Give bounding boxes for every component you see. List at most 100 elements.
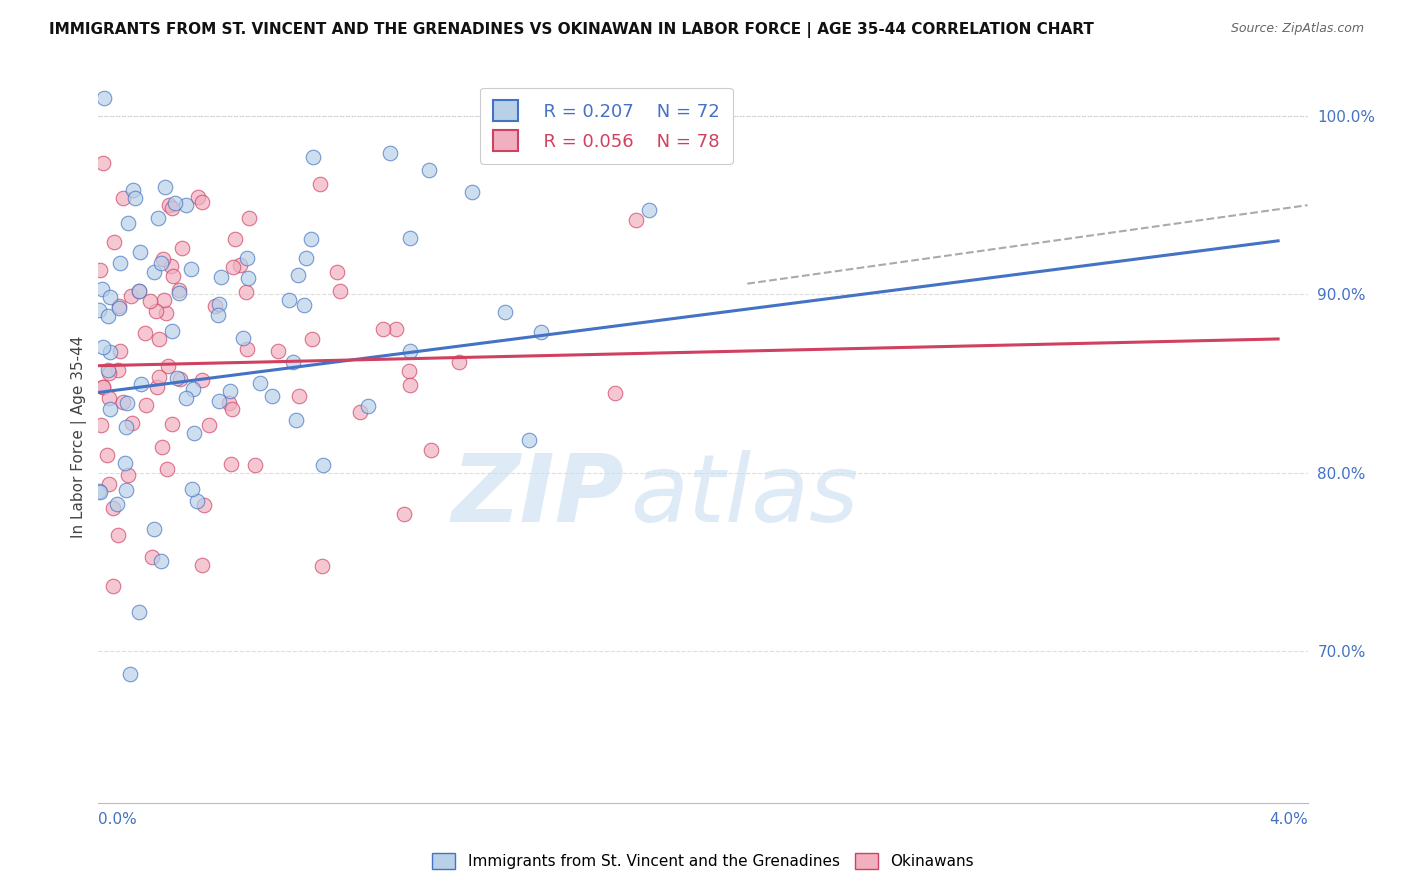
Point (190, 558, 212, 573)
Legend: Immigrants from St. Vincent and the Grenadines, Okinawans: Immigrants from St. Vincent and the Gren… (426, 847, 980, 875)
Point (292, 297, 315, 311)
Point (115, 420, 138, 434)
Point (155, 306, 177, 320)
Point (172, 241, 194, 255)
Point (143, 265, 166, 279)
Point (174, 391, 197, 405)
Point (285, 413, 308, 427)
Point (150, 440, 173, 454)
Point (530, 325, 553, 339)
Point (277, 293, 299, 308)
Point (399, 343, 422, 358)
Point (329, 284, 352, 298)
Point (167, 285, 190, 300)
Point (149, 256, 172, 270)
Point (187, 190, 209, 204)
Point (97, 362, 120, 376)
Point (101, 501, 124, 516)
Point (105, 497, 128, 511)
Text: atlas: atlas (630, 450, 859, 541)
Text: ZIP: ZIP (451, 450, 624, 541)
Point (112, 395, 135, 409)
Point (299, 232, 322, 246)
Point (208, 394, 231, 409)
Point (120, 289, 142, 303)
Text: IMMIGRANTS FROM ST. VINCENT AND THE GRENADINES VS OKINAWAN IN LABOR FORCE | AGE : IMMIGRANTS FROM ST. VINCENT AND THE GREN… (49, 22, 1094, 38)
Point (166, 371, 188, 385)
Point (93, 155, 115, 169)
Point (301, 150, 323, 164)
Point (98, 391, 121, 405)
Point (121, 416, 143, 430)
Point (517, 434, 540, 448)
Point (107, 528, 129, 542)
Point (146, 211, 169, 225)
Point (107, 363, 129, 377)
Point (181, 482, 204, 496)
Point (204, 300, 226, 314)
Point (117, 468, 139, 483)
Point (603, 386, 626, 401)
Point (495, 305, 517, 319)
Point (181, 382, 204, 396)
Point (238, 211, 260, 225)
Point (167, 283, 190, 297)
Point (128, 284, 150, 298)
Point (91, 282, 114, 296)
Point (114, 483, 136, 498)
Point (139, 294, 162, 309)
Point (162, 268, 184, 283)
Point (97, 477, 120, 491)
Point (108, 256, 131, 270)
Point (183, 426, 205, 441)
Point (107, 299, 129, 313)
Text: 4.0%: 4.0% (1268, 812, 1308, 827)
Point (224, 232, 246, 246)
Point (91, 380, 114, 394)
Point (249, 376, 271, 391)
Point (295, 252, 318, 266)
Point (128, 284, 150, 298)
Point (90, 418, 112, 433)
Point (198, 417, 221, 432)
Point (398, 378, 420, 392)
Point (281, 355, 304, 369)
Point (287, 268, 309, 282)
Point (398, 364, 420, 378)
Point (162, 201, 184, 215)
Point (392, 507, 415, 521)
Point (89, 263, 111, 277)
Text: 0.0%: 0.0% (98, 812, 138, 827)
Point (143, 522, 166, 536)
Point (129, 245, 152, 260)
Point (157, 198, 180, 212)
Point (232, 331, 254, 345)
Point (236, 271, 259, 285)
Point (115, 396, 138, 410)
Point (124, 191, 146, 205)
Point (103, 235, 125, 250)
Point (89, 485, 111, 500)
Point (384, 321, 406, 335)
Point (174, 198, 197, 212)
Point (190, 373, 212, 387)
Point (209, 270, 232, 285)
Point (141, 550, 163, 565)
Point (97, 367, 120, 381)
Point (267, 344, 290, 359)
Point (160, 417, 183, 432)
Point (89, 302, 111, 317)
Point (108, 344, 131, 359)
Point (148, 332, 170, 346)
Point (153, 293, 176, 307)
Point (236, 252, 259, 266)
Point (117, 216, 139, 230)
Point (218, 396, 240, 410)
Point (146, 380, 169, 394)
Point (219, 457, 242, 471)
Point (235, 285, 257, 299)
Point (93, 380, 115, 394)
Point (93, 340, 115, 354)
Point (638, 202, 661, 217)
Point (243, 458, 266, 472)
